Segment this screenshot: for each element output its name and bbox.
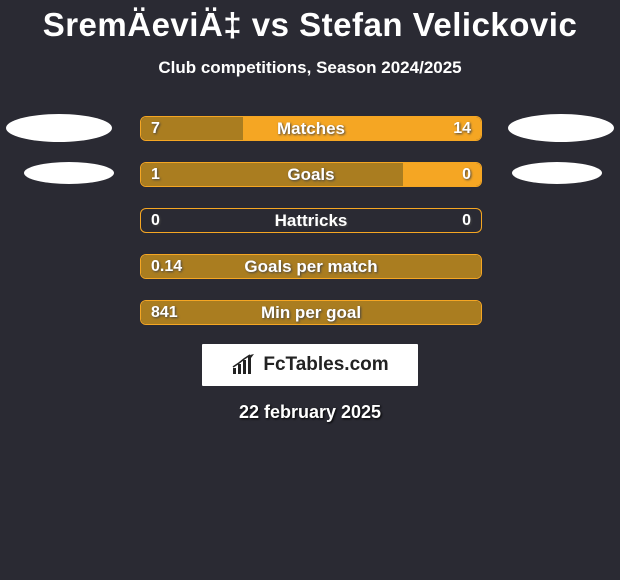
bar-chart-icon: [231, 354, 257, 376]
page-title: SremÄeviÄ‡ vs Stefan Velickovic: [0, 0, 620, 44]
stat-bar: Goals1 0: [140, 162, 482, 187]
stat-row: Matches7 14: [0, 114, 620, 144]
team-left-ellipse: [24, 162, 114, 184]
stat-value-left: 7: [151, 117, 160, 140]
team-right-ellipse: [512, 162, 602, 184]
stat-value-right: 14: [453, 117, 471, 140]
stat-value-left: 0: [151, 209, 160, 232]
team-left-ellipse: [6, 114, 112, 142]
stat-rows: Matches714Goals10Hattricks00Goals per ma…: [0, 114, 620, 328]
stat-label: Goals: [141, 163, 481, 186]
stat-label: Hattricks: [141, 209, 481, 232]
stat-row: Goals1 0: [0, 160, 620, 190]
brand-label: FcTables.com: [263, 354, 388, 376]
stat-value-right: 0: [462, 209, 471, 232]
stat-row: Hattricks0 0: [0, 206, 620, 236]
stat-value-left: 0.14: [151, 255, 182, 278]
subtitle: Club competitions, Season 2024/2025: [0, 58, 620, 78]
stat-label: Matches: [141, 117, 481, 140]
stat-value-left: 1: [151, 163, 160, 186]
comparison-infographic: SremÄeviÄ‡ vs Stefan Velickovic Club com…: [0, 0, 620, 580]
stat-label: Goals per match: [141, 255, 481, 278]
stat-value-left: 841: [151, 301, 178, 324]
brand-box: FcTables.com: [202, 344, 418, 386]
stat-row: Min per goal841: [0, 298, 620, 328]
stat-bar: Goals per match0.14: [140, 254, 482, 279]
stat-bar: Min per goal841: [140, 300, 482, 325]
stat-label: Min per goal: [141, 301, 481, 324]
team-right-ellipse: [508, 114, 614, 142]
stat-bar: Hattricks0 0: [140, 208, 482, 233]
stat-bar: Matches7 14: [140, 116, 482, 141]
stat-row: Goals per match0.14: [0, 252, 620, 282]
date-label: 22 february 2025: [0, 402, 620, 423]
stat-value-right: 0: [462, 163, 471, 186]
